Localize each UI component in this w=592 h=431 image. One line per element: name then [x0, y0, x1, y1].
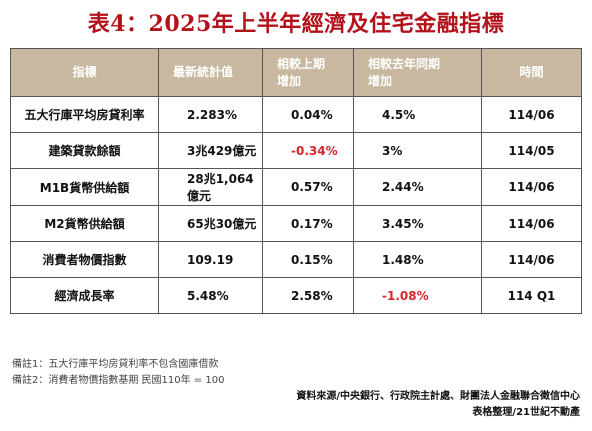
cell-vs-last-year: 4.5% [353, 96, 482, 133]
cell-vs-last-year: 1.48% [353, 241, 482, 278]
notes: 備註1：五大行庫平均房貸利率不包含國庫借款 備註2：消費者物價指數基期 民國11… [12, 357, 224, 389]
cell-latest-value: 28兆1,064億元 [158, 168, 263, 206]
cell-vs-previous: 0.15% [262, 241, 354, 278]
cell-vs-previous: 0.17% [262, 205, 354, 242]
cell-indicator: 建築貸款餘額 [10, 132, 159, 169]
cell-vs-last-year: -1.08% [353, 277, 482, 314]
cell-latest-value: 65兆30億元 [158, 205, 263, 242]
table-header-row: 指標 最新統計值 相較上期 增加 相較去年同期 增加 時間 [10, 48, 582, 97]
cell-time: 114 Q1 [481, 277, 582, 314]
header-vs-previous: 相較上期 增加 [262, 48, 354, 97]
cell-latest-value: 109.19 [158, 241, 263, 278]
cell-vs-previous: 0.57% [262, 168, 354, 206]
cell-vs-previous: 0.04% [262, 96, 354, 133]
cell-vs-previous: -0.34% [262, 132, 354, 169]
note-2: 備註2：消費者物價指數基期 民國110年 = 100 [12, 375, 225, 386]
cell-time: 114/05 [481, 132, 582, 169]
header-indicator: 指標 [10, 48, 159, 97]
cell-indicator: M1B貨幣供給額 [10, 168, 159, 206]
data-source: 資料來源/中央銀行、行政院主計處、財團法人金融聯合徵信中心 [296, 391, 580, 402]
page-title: 表4：2025年上半年經濟及住宅金融指標 [87, 11, 505, 37]
cell-latest-value: 2.283% [158, 96, 263, 133]
cell-indicator: M2貨幣供給額 [10, 205, 159, 242]
cell-indicator: 消費者物價指數 [10, 241, 159, 278]
table-credit: 表格整理/21世紀不動產 [472, 407, 580, 418]
table-row: M2貨幣供給額 65兆30億元 0.17% 3.45% 114/06 [10, 205, 582, 242]
header-time: 時間 [481, 48, 582, 97]
cell-vs-last-year: 3.45% [353, 205, 482, 242]
cell-time: 114/06 [481, 96, 582, 133]
table-row: 建築貸款餘額 3兆429億元 -0.34% 3% 114/05 [10, 132, 582, 169]
cell-vs-previous: 2.58% [262, 277, 354, 314]
cell-time: 114/06 [481, 205, 582, 242]
table-row: 經濟成長率 5.48% 2.58% -1.08% 114 Q1 [10, 277, 582, 314]
note-1: 備註1：五大行庫平均房貸利率不包含國庫借款 [12, 359, 219, 370]
header-latest-value: 最新統計值 [158, 48, 263, 97]
cell-indicator: 五大行庫平均房貸利率 [10, 96, 159, 133]
table-row: M1B貨幣供給額 28兆1,064億元 0.57% 2.44% 114/06 [10, 168, 582, 206]
source-block: 資料來源/中央銀行、行政院主計處、財團法人金融聯合徵信中心 表格整理/21世紀不… [296, 389, 580, 421]
cell-latest-value: 3兆429億元 [158, 132, 263, 169]
table-row: 五大行庫平均房貸利率 2.283% 0.04% 4.5% 114/06 [10, 96, 582, 133]
header-vs-last-year: 相較去年同期 增加 [353, 48, 482, 97]
cell-latest-value: 5.48% [158, 277, 263, 314]
indicator-table: 指標 最新統計值 相較上期 增加 相較去年同期 增加 時間 五大行庫平均房貸利率… [10, 48, 582, 314]
cell-vs-last-year: 3% [353, 132, 482, 169]
table-row: 消費者物價指數 109.19 0.15% 1.48% 114/06 [10, 241, 582, 278]
cell-time: 114/06 [481, 168, 582, 206]
cell-vs-last-year: 2.44% [353, 168, 482, 206]
cell-indicator: 經濟成長率 [10, 277, 159, 314]
cell-time: 114/06 [481, 241, 582, 278]
